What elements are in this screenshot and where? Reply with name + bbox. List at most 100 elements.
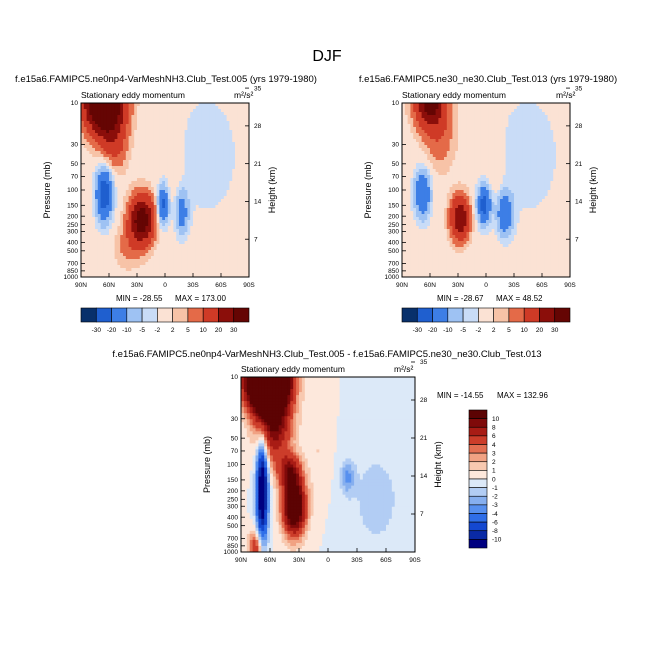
field-cell bbox=[223, 124, 227, 128]
field-cell bbox=[223, 178, 227, 182]
contour-field bbox=[402, 103, 571, 278]
field-cell bbox=[81, 130, 85, 134]
field-cell bbox=[123, 118, 127, 122]
field-cell bbox=[246, 265, 250, 269]
field-cell bbox=[502, 142, 506, 146]
field-cell bbox=[131, 136, 135, 140]
field-cell bbox=[83, 118, 87, 122]
field-cell bbox=[413, 151, 417, 155]
field-cell bbox=[89, 202, 93, 206]
field-cell bbox=[153, 217, 157, 221]
field-cell bbox=[556, 127, 560, 131]
field-cell bbox=[430, 145, 434, 149]
field-cell bbox=[246, 268, 250, 272]
field-cell bbox=[173, 163, 177, 167]
field-cell bbox=[221, 151, 225, 155]
colorbar-box bbox=[80, 307, 97, 323]
field-cell bbox=[97, 151, 101, 155]
field-cell bbox=[153, 205, 157, 209]
field-cell bbox=[151, 265, 155, 269]
field-cell bbox=[95, 265, 99, 269]
field-cell bbox=[402, 112, 406, 116]
field-cell bbox=[137, 151, 141, 155]
field-cell bbox=[176, 139, 180, 143]
field-cell bbox=[564, 145, 568, 149]
field-cell bbox=[193, 211, 197, 215]
field-cell bbox=[162, 166, 166, 170]
field-cell bbox=[139, 247, 143, 251]
field-cell bbox=[123, 184, 127, 188]
field-cell bbox=[114, 157, 118, 161]
field-cell bbox=[542, 166, 546, 170]
field-cell bbox=[81, 274, 85, 278]
field-cell bbox=[407, 148, 411, 152]
field-cell bbox=[162, 262, 166, 266]
field-cell bbox=[221, 163, 225, 167]
field-cell bbox=[237, 133, 241, 137]
field-cell bbox=[469, 139, 473, 143]
field-cell bbox=[156, 181, 160, 185]
field-cell bbox=[92, 157, 96, 161]
field-cell bbox=[190, 226, 194, 230]
field-cell bbox=[134, 235, 138, 239]
field-cell bbox=[212, 190, 216, 194]
field-cell bbox=[142, 193, 146, 197]
x-tick-label: 90N bbox=[75, 282, 87, 289]
field-cell bbox=[240, 235, 244, 239]
field-cell bbox=[536, 169, 540, 173]
field-cell bbox=[474, 157, 478, 161]
field-cell bbox=[201, 247, 205, 251]
field-cell bbox=[134, 163, 138, 167]
field-cell bbox=[170, 118, 174, 122]
field-cell bbox=[179, 103, 183, 107]
field-cell bbox=[195, 235, 199, 239]
field-cell bbox=[209, 211, 213, 215]
field-cell bbox=[547, 121, 551, 125]
field-cell bbox=[181, 232, 185, 236]
field-cell bbox=[106, 139, 110, 143]
field-cell bbox=[455, 142, 459, 146]
field-cell bbox=[235, 154, 239, 158]
field-cell bbox=[246, 166, 250, 170]
field-cell bbox=[547, 169, 551, 173]
field-cell bbox=[474, 109, 478, 113]
field-cell bbox=[229, 130, 233, 134]
field-cell bbox=[131, 133, 135, 137]
field-cell bbox=[488, 118, 492, 122]
field-cell bbox=[156, 136, 160, 140]
field-cell bbox=[212, 172, 216, 176]
field-cell bbox=[187, 214, 191, 218]
field-cell bbox=[153, 220, 157, 224]
field-cell bbox=[533, 124, 537, 128]
field-cell bbox=[223, 121, 227, 125]
field-cell bbox=[486, 151, 490, 155]
field-cell bbox=[416, 106, 420, 110]
field-cell bbox=[81, 166, 85, 170]
field-cell bbox=[131, 214, 135, 218]
field-cell bbox=[215, 214, 219, 218]
field-cell bbox=[243, 190, 247, 194]
field-cell bbox=[438, 112, 442, 116]
field-cell bbox=[89, 175, 93, 179]
field-cell bbox=[151, 268, 155, 272]
field-cell bbox=[195, 196, 199, 200]
field-cell bbox=[533, 106, 537, 110]
field-cell bbox=[92, 139, 96, 143]
field-cell bbox=[232, 268, 236, 272]
field-cell bbox=[83, 103, 87, 107]
field-cell bbox=[561, 157, 565, 161]
field-cell bbox=[134, 187, 138, 191]
field-cell bbox=[424, 139, 428, 143]
field-cell bbox=[240, 205, 244, 209]
field-cell bbox=[466, 115, 470, 119]
field-cell bbox=[212, 217, 216, 221]
field-cell bbox=[204, 160, 208, 164]
field-cell bbox=[516, 115, 520, 119]
field-cell bbox=[123, 172, 127, 176]
field-cell bbox=[117, 145, 121, 149]
field-cell bbox=[97, 112, 101, 116]
field-cell bbox=[106, 145, 110, 149]
field-cell bbox=[117, 214, 121, 218]
field-cell bbox=[81, 157, 85, 161]
field-cell bbox=[181, 211, 185, 215]
